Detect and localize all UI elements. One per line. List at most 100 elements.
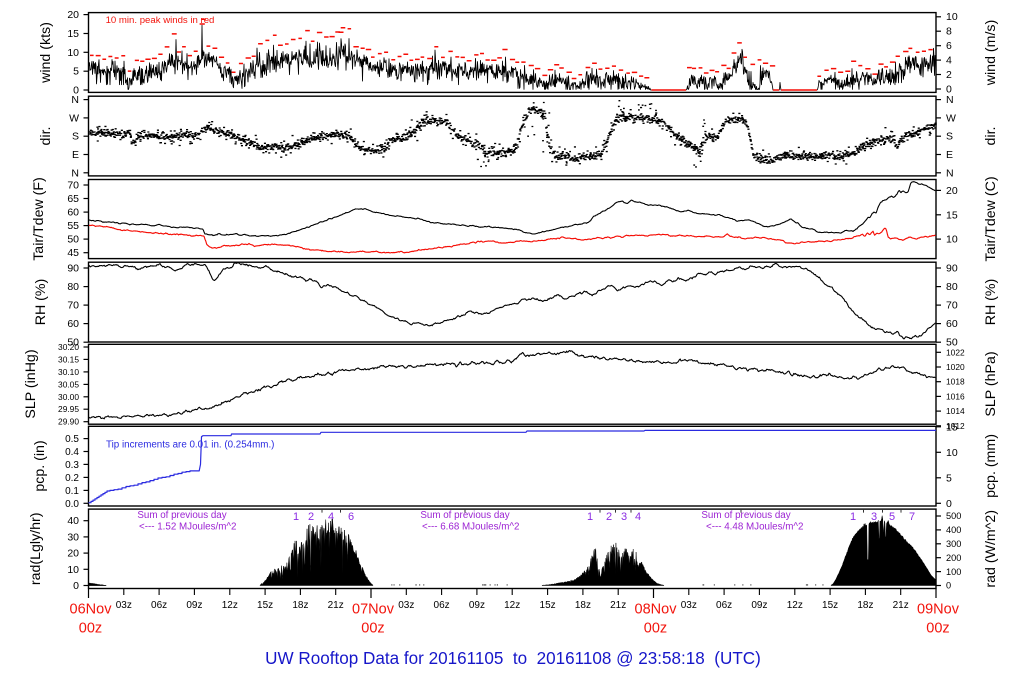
svg-text:SLP (hPa): SLP (hPa) <box>983 351 999 416</box>
svg-text:1014: 1014 <box>946 406 965 416</box>
svg-text:rad (W/m^2): rad (W/m^2) <box>983 510 999 588</box>
svg-text:15: 15 <box>946 209 958 221</box>
svg-text:15z: 15z <box>822 600 838 611</box>
svg-text:5: 5 <box>73 66 79 78</box>
svg-text:90: 90 <box>67 263 79 275</box>
svg-text:80: 80 <box>67 281 79 293</box>
svg-text:10: 10 <box>946 234 958 246</box>
svg-text:Sum of previous day: Sum of previous day <box>420 510 509 521</box>
svg-text:0: 0 <box>73 580 79 592</box>
svg-text:00z: 00z <box>644 621 667 637</box>
svg-text:wind (kts): wind (kts) <box>38 22 54 84</box>
svg-text:15z: 15z <box>540 600 556 611</box>
svg-text:0.0: 0.0 <box>65 499 79 510</box>
svg-text:S: S <box>946 131 953 143</box>
svg-text:0.4: 0.4 <box>65 447 79 458</box>
svg-text:6: 6 <box>348 511 354 523</box>
svg-text:dir.: dir. <box>983 127 999 146</box>
svg-text:09Nov: 09Nov <box>917 602 960 618</box>
svg-text:1020: 1020 <box>946 362 965 372</box>
svg-text:RH (%): RH (%) <box>33 279 49 326</box>
svg-text:Tip increments are 0.01 in. (0: Tip increments are 0.01 in. (0.254mm.) <box>106 440 274 451</box>
svg-text:55: 55 <box>67 220 79 232</box>
svg-text:2: 2 <box>946 69 952 81</box>
svg-text:03z: 03z <box>116 600 132 611</box>
svg-text:30.15: 30.15 <box>58 354 79 364</box>
svg-text:10: 10 <box>946 11 958 23</box>
svg-text:03z: 03z <box>681 600 697 611</box>
svg-text:21z: 21z <box>610 600 626 611</box>
svg-text:40: 40 <box>67 515 79 527</box>
svg-text:0.3: 0.3 <box>65 460 79 471</box>
svg-text:90: 90 <box>946 263 958 275</box>
svg-text:E: E <box>72 149 79 161</box>
svg-text:0: 0 <box>73 85 79 97</box>
svg-text:06z: 06z <box>716 600 732 611</box>
svg-text:30.05: 30.05 <box>58 379 79 389</box>
svg-text:3: 3 <box>871 511 877 523</box>
svg-text:5: 5 <box>946 472 952 484</box>
svg-text:2: 2 <box>606 511 612 523</box>
svg-text:<--- 6.68 MJoules/m^2: <--- 6.68 MJoules/m^2 <box>422 522 519 533</box>
svg-text:50: 50 <box>67 337 79 349</box>
svg-text:12z: 12z <box>504 600 520 611</box>
svg-text:RH (%): RH (%) <box>983 279 999 326</box>
svg-text:dir.: dir. <box>38 127 54 146</box>
svg-text:03z: 03z <box>398 600 414 611</box>
svg-text:18z: 18z <box>292 600 308 611</box>
svg-text:07Nov: 07Nov <box>352 602 395 618</box>
svg-text:Sum of previous day: Sum of previous day <box>137 510 226 521</box>
svg-text:15: 15 <box>946 421 958 433</box>
svg-text:15z: 15z <box>257 600 273 611</box>
svg-text:00z: 00z <box>926 621 949 637</box>
svg-text:4: 4 <box>328 511 334 523</box>
svg-text:Sum of previous day: Sum of previous day <box>701 510 790 521</box>
svg-text:21z: 21z <box>893 600 909 611</box>
svg-text:4: 4 <box>635 511 641 523</box>
svg-text:20: 20 <box>67 548 79 560</box>
svg-text:1016: 1016 <box>946 391 965 401</box>
svg-text:<--- 1.52 MJoules/m^2: <--- 1.52 MJoules/m^2 <box>139 522 236 533</box>
svg-text:1: 1 <box>587 511 593 523</box>
svg-text:30.20: 30.20 <box>58 342 79 352</box>
svg-text:300: 300 <box>946 539 961 549</box>
svg-text:4: 4 <box>946 55 952 67</box>
svg-text:10: 10 <box>67 47 79 59</box>
svg-text:S: S <box>72 131 79 143</box>
svg-text:0: 0 <box>946 498 952 510</box>
svg-text:15: 15 <box>67 28 79 40</box>
svg-text:6: 6 <box>946 40 952 52</box>
svg-text:W: W <box>946 112 956 124</box>
svg-text:70: 70 <box>67 300 79 312</box>
svg-text:0.2: 0.2 <box>65 473 79 484</box>
svg-text:N: N <box>71 94 79 106</box>
svg-text:rad(Lgly/hr): rad(Lgly/hr) <box>28 513 44 586</box>
svg-text:21z: 21z <box>328 600 344 611</box>
svg-text:00z: 00z <box>361 621 384 637</box>
svg-text:N: N <box>946 167 954 179</box>
svg-text:09z: 09z <box>751 600 767 611</box>
svg-text:0: 0 <box>946 581 951 591</box>
svg-text:30: 30 <box>67 531 79 543</box>
svg-text:<--- 4.48 MJoules/m^2: <--- 4.48 MJoules/m^2 <box>706 522 803 533</box>
svg-text:2: 2 <box>308 511 314 523</box>
svg-text:1: 1 <box>293 511 299 523</box>
svg-text:0.1: 0.1 <box>65 486 79 497</box>
svg-text:Tair/Tdew (C): Tair/Tdew (C) <box>983 176 999 261</box>
svg-text:400: 400 <box>946 525 961 535</box>
svg-text:E: E <box>946 149 953 161</box>
svg-text:0: 0 <box>946 84 952 96</box>
svg-text:wind (m/s): wind (m/s) <box>983 20 999 86</box>
svg-text:Tair/Tdew (F): Tair/Tdew (F) <box>31 177 47 261</box>
svg-text:12z: 12z <box>222 600 238 611</box>
svg-text:500: 500 <box>946 511 961 521</box>
svg-text:70: 70 <box>946 300 958 312</box>
svg-text:18z: 18z <box>575 600 591 611</box>
svg-text:200: 200 <box>946 553 961 563</box>
svg-text:UW Rooftop Data for 20161105: UW Rooftop Data for 20161105 to 20161108… <box>265 649 761 668</box>
svg-text:80: 80 <box>946 281 958 293</box>
svg-text:50: 50 <box>67 234 79 246</box>
svg-text:29.90: 29.90 <box>58 417 79 427</box>
svg-text:pcp. (mm): pcp. (mm) <box>983 434 999 498</box>
svg-text:3: 3 <box>621 511 627 523</box>
